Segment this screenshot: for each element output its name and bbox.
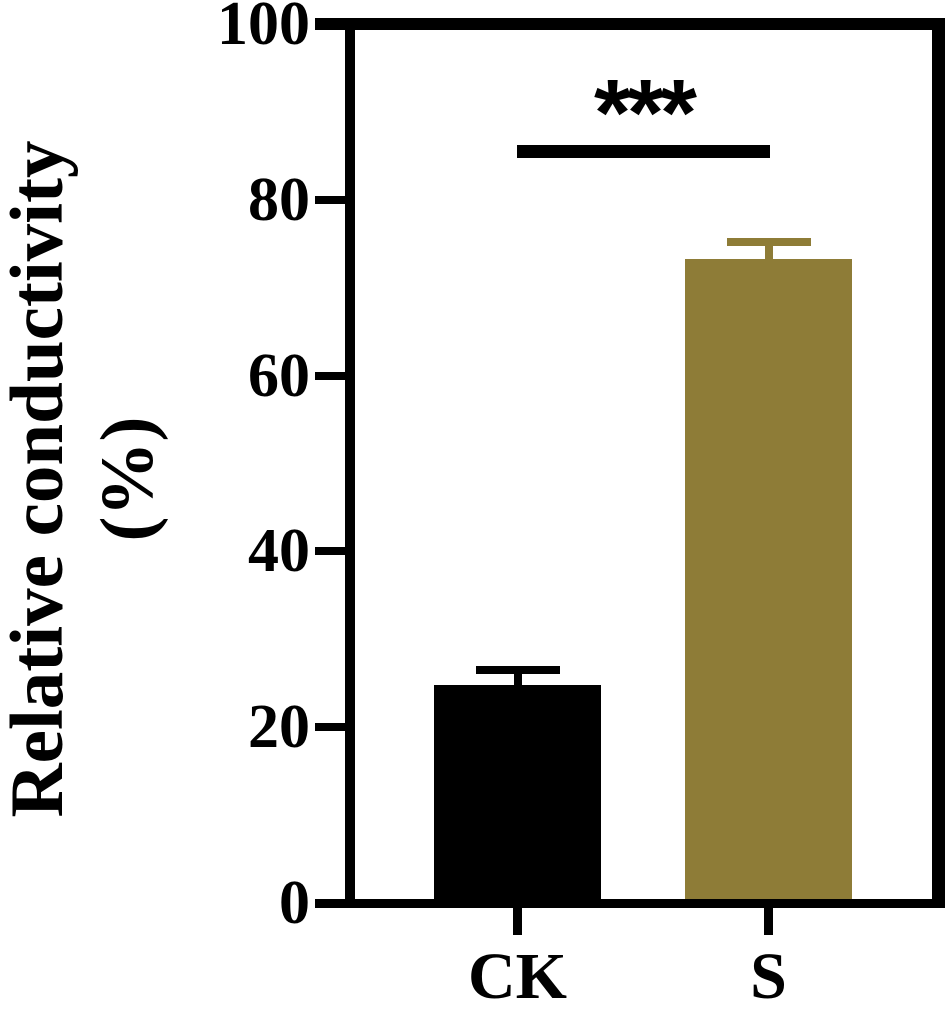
y-axis-title-line2: (%) xyxy=(86,416,169,542)
y-tick-label-60: 60 xyxy=(248,341,310,410)
x-category-label-s: S xyxy=(750,940,787,1009)
y-tick-mark-100 xyxy=(315,20,345,28)
plot-frame-right xyxy=(932,18,945,908)
y-tick-mark-20 xyxy=(315,723,345,732)
y-tick-label-80: 80 xyxy=(248,165,310,234)
y-tick-mark-40 xyxy=(315,547,345,556)
significance-line xyxy=(517,145,770,158)
y-tick-mark-60 xyxy=(315,371,345,380)
plot-frame-top xyxy=(315,18,945,30)
y-tick-label-100: 100 xyxy=(217,0,310,58)
y-tick-mark-0 xyxy=(315,899,345,907)
bar-s xyxy=(685,258,852,899)
x-tick-mark-s xyxy=(764,908,773,935)
y-axis-line xyxy=(345,18,355,908)
x-tick-mark-ck xyxy=(513,908,522,935)
x-category-label-ck: CK xyxy=(468,940,567,1009)
error-bar-cap-s xyxy=(726,237,811,246)
y-tick-mark-80 xyxy=(315,195,345,204)
significance-stars: *** xyxy=(594,60,697,166)
bar-ck xyxy=(434,685,601,899)
y-tick-label-40: 40 xyxy=(248,517,310,586)
y-tick-label-20: 20 xyxy=(248,693,310,762)
error-bar-stem-s xyxy=(764,241,773,271)
y-tick-label-0: 0 xyxy=(279,869,310,937)
x-axis-line xyxy=(315,899,945,908)
y-axis-title-line1: Relative conductivity xyxy=(0,140,79,818)
error-bar-stem-ck xyxy=(513,670,522,697)
error-bar-cap-ck xyxy=(475,666,560,675)
y-axis-title: Relative conductivity (%) xyxy=(0,0,173,979)
